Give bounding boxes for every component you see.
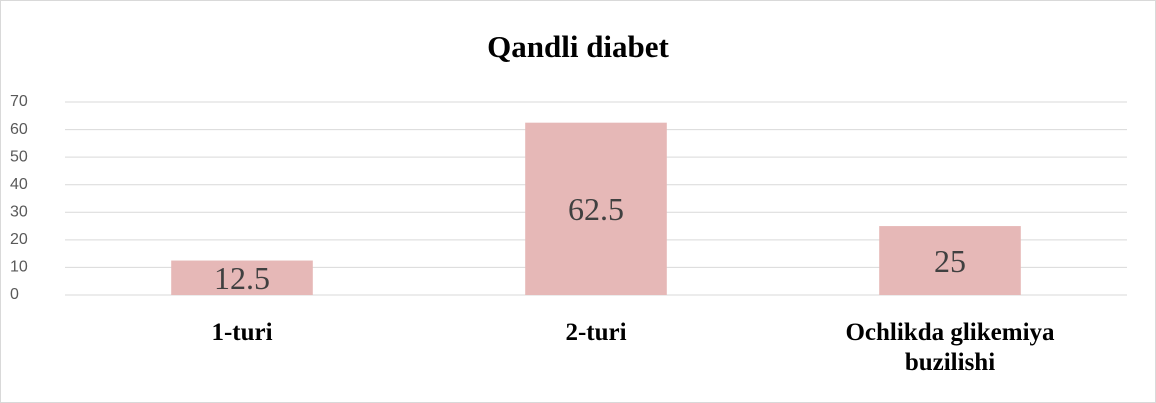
chart-title: Qandli diabet bbox=[487, 29, 669, 64]
y-tick-label: 30 bbox=[10, 204, 28, 221]
x-tick-label: Ochlikda glikemiya buzilishi bbox=[845, 319, 1055, 376]
y-tick-label: 60 bbox=[10, 121, 28, 138]
bar bbox=[879, 226, 1021, 295]
x-tick-label: 1-turi bbox=[211, 319, 273, 346]
y-tick-label: 70 bbox=[10, 93, 28, 110]
data-label: 12.5 bbox=[214, 260, 270, 296]
y-tick-label: 40 bbox=[10, 176, 28, 193]
bar bbox=[525, 122, 667, 295]
data-label: 62.5 bbox=[568, 191, 624, 227]
data-label: 25 bbox=[934, 243, 966, 279]
y-tick-label: 0 bbox=[10, 286, 19, 303]
y-tick-label: 50 bbox=[10, 148, 28, 165]
y-tick-label: 20 bbox=[10, 231, 28, 248]
bar bbox=[171, 260, 313, 295]
y-tick-label: 10 bbox=[10, 259, 28, 276]
x-tick-label: 2-turi bbox=[565, 319, 627, 346]
